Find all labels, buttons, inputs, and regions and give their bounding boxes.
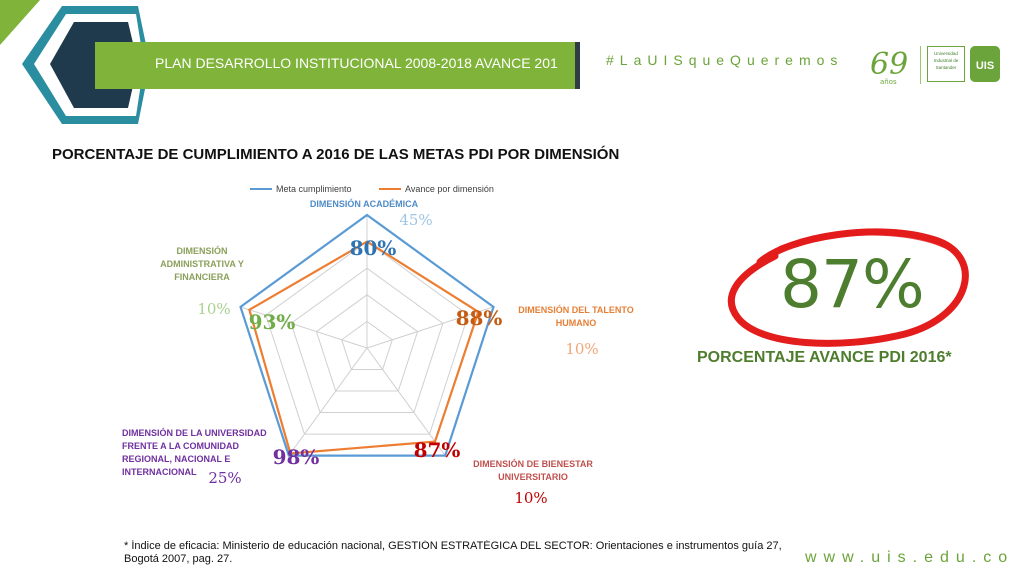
banner-title: PLAN DESARROLLO INSTITUCIONAL 2008-2018 … [155,55,558,71]
uis-emblem-text: UIS [976,60,994,72]
radar-grid-ring [265,240,469,435]
logo-69-subtext: años [880,78,897,86]
legend-label: Meta cumplimiento [276,184,352,194]
radar-spoke [366,347,446,456]
category-label: DIMENSIÓN DEL TALENTO [518,304,634,315]
category-label: DIMENSIÓN DE BIENESTAR [473,458,593,469]
category-score: 93% [249,310,296,334]
logo-divider [920,46,921,84]
radar-spoke [240,306,368,349]
category-label: INTERNACIONAL [122,467,197,477]
radar-grid-ring [290,267,444,414]
category-weight: 10% [197,300,230,318]
category-label: REGIONAL, NACIONAL E [122,454,230,464]
hexagon-accent-green [0,0,40,45]
highlight-label: PORCENTAJE AVANCE PDI 2016* [697,349,952,366]
category-label: DIMENSIÓN [176,245,227,256]
uis-logo-line: Industrial de [933,58,959,63]
category-label: UNIVERSITARIO [498,472,568,482]
footnote: * Índice de eficacia: Ministerio de educ… [124,540,782,565]
category-score: 87% [414,438,461,462]
category-label: DIMENSIÓN ACADÉMICA [310,198,419,209]
anniversary-69-logo: 69 años [870,47,908,86]
radar-grid-ring [341,320,393,371]
uis-name-logo: Universidad Industrial de Santander [927,46,965,82]
category-label: FRENTE A LA COMUNIDAD [122,441,239,451]
category-weight: 45% [399,211,432,229]
footer-url: www.uis.edu.co [805,549,1015,566]
uis-logo-line: Universidad [934,51,958,56]
category-label: HUMANO [556,318,597,328]
header-banner [95,42,578,89]
legend-label: Avance por dimensión [405,184,494,194]
category-score: 80% [350,236,397,260]
hashtag-text: #LaUISqueQueremos [606,52,844,68]
red-brush-circle-stroke2 [778,231,957,254]
category-weight: 10% [514,489,547,507]
category-weight: 25% [208,469,241,487]
series-line-avance [248,240,480,455]
category-score: 88% [456,306,503,330]
category-score: 98% [273,445,320,469]
category-label: ADMINISTRATIVA Y [160,259,244,269]
radar-grid-ring [315,294,419,392]
series-line-meta-cumplimiento [239,213,495,457]
banner-edge [575,42,580,89]
uis-logo-line: Santander [935,65,957,70]
category-weight: 10% [565,340,598,358]
uis-emblem-logo: UIS [970,46,1000,82]
radar-spoke [366,306,494,349]
radar-spoke [288,347,368,456]
slide-title: PORCENTAJE DE CUMPLIMIENTO A 2016 DE LAS… [52,146,620,163]
category-label: FINANCIERA [174,272,230,282]
logo-69-number: 69 [870,47,908,82]
category-label: DIMENSIÓN DE LA UNIVERSIDAD [122,427,267,438]
highlight-percentage: 87% [780,246,925,323]
